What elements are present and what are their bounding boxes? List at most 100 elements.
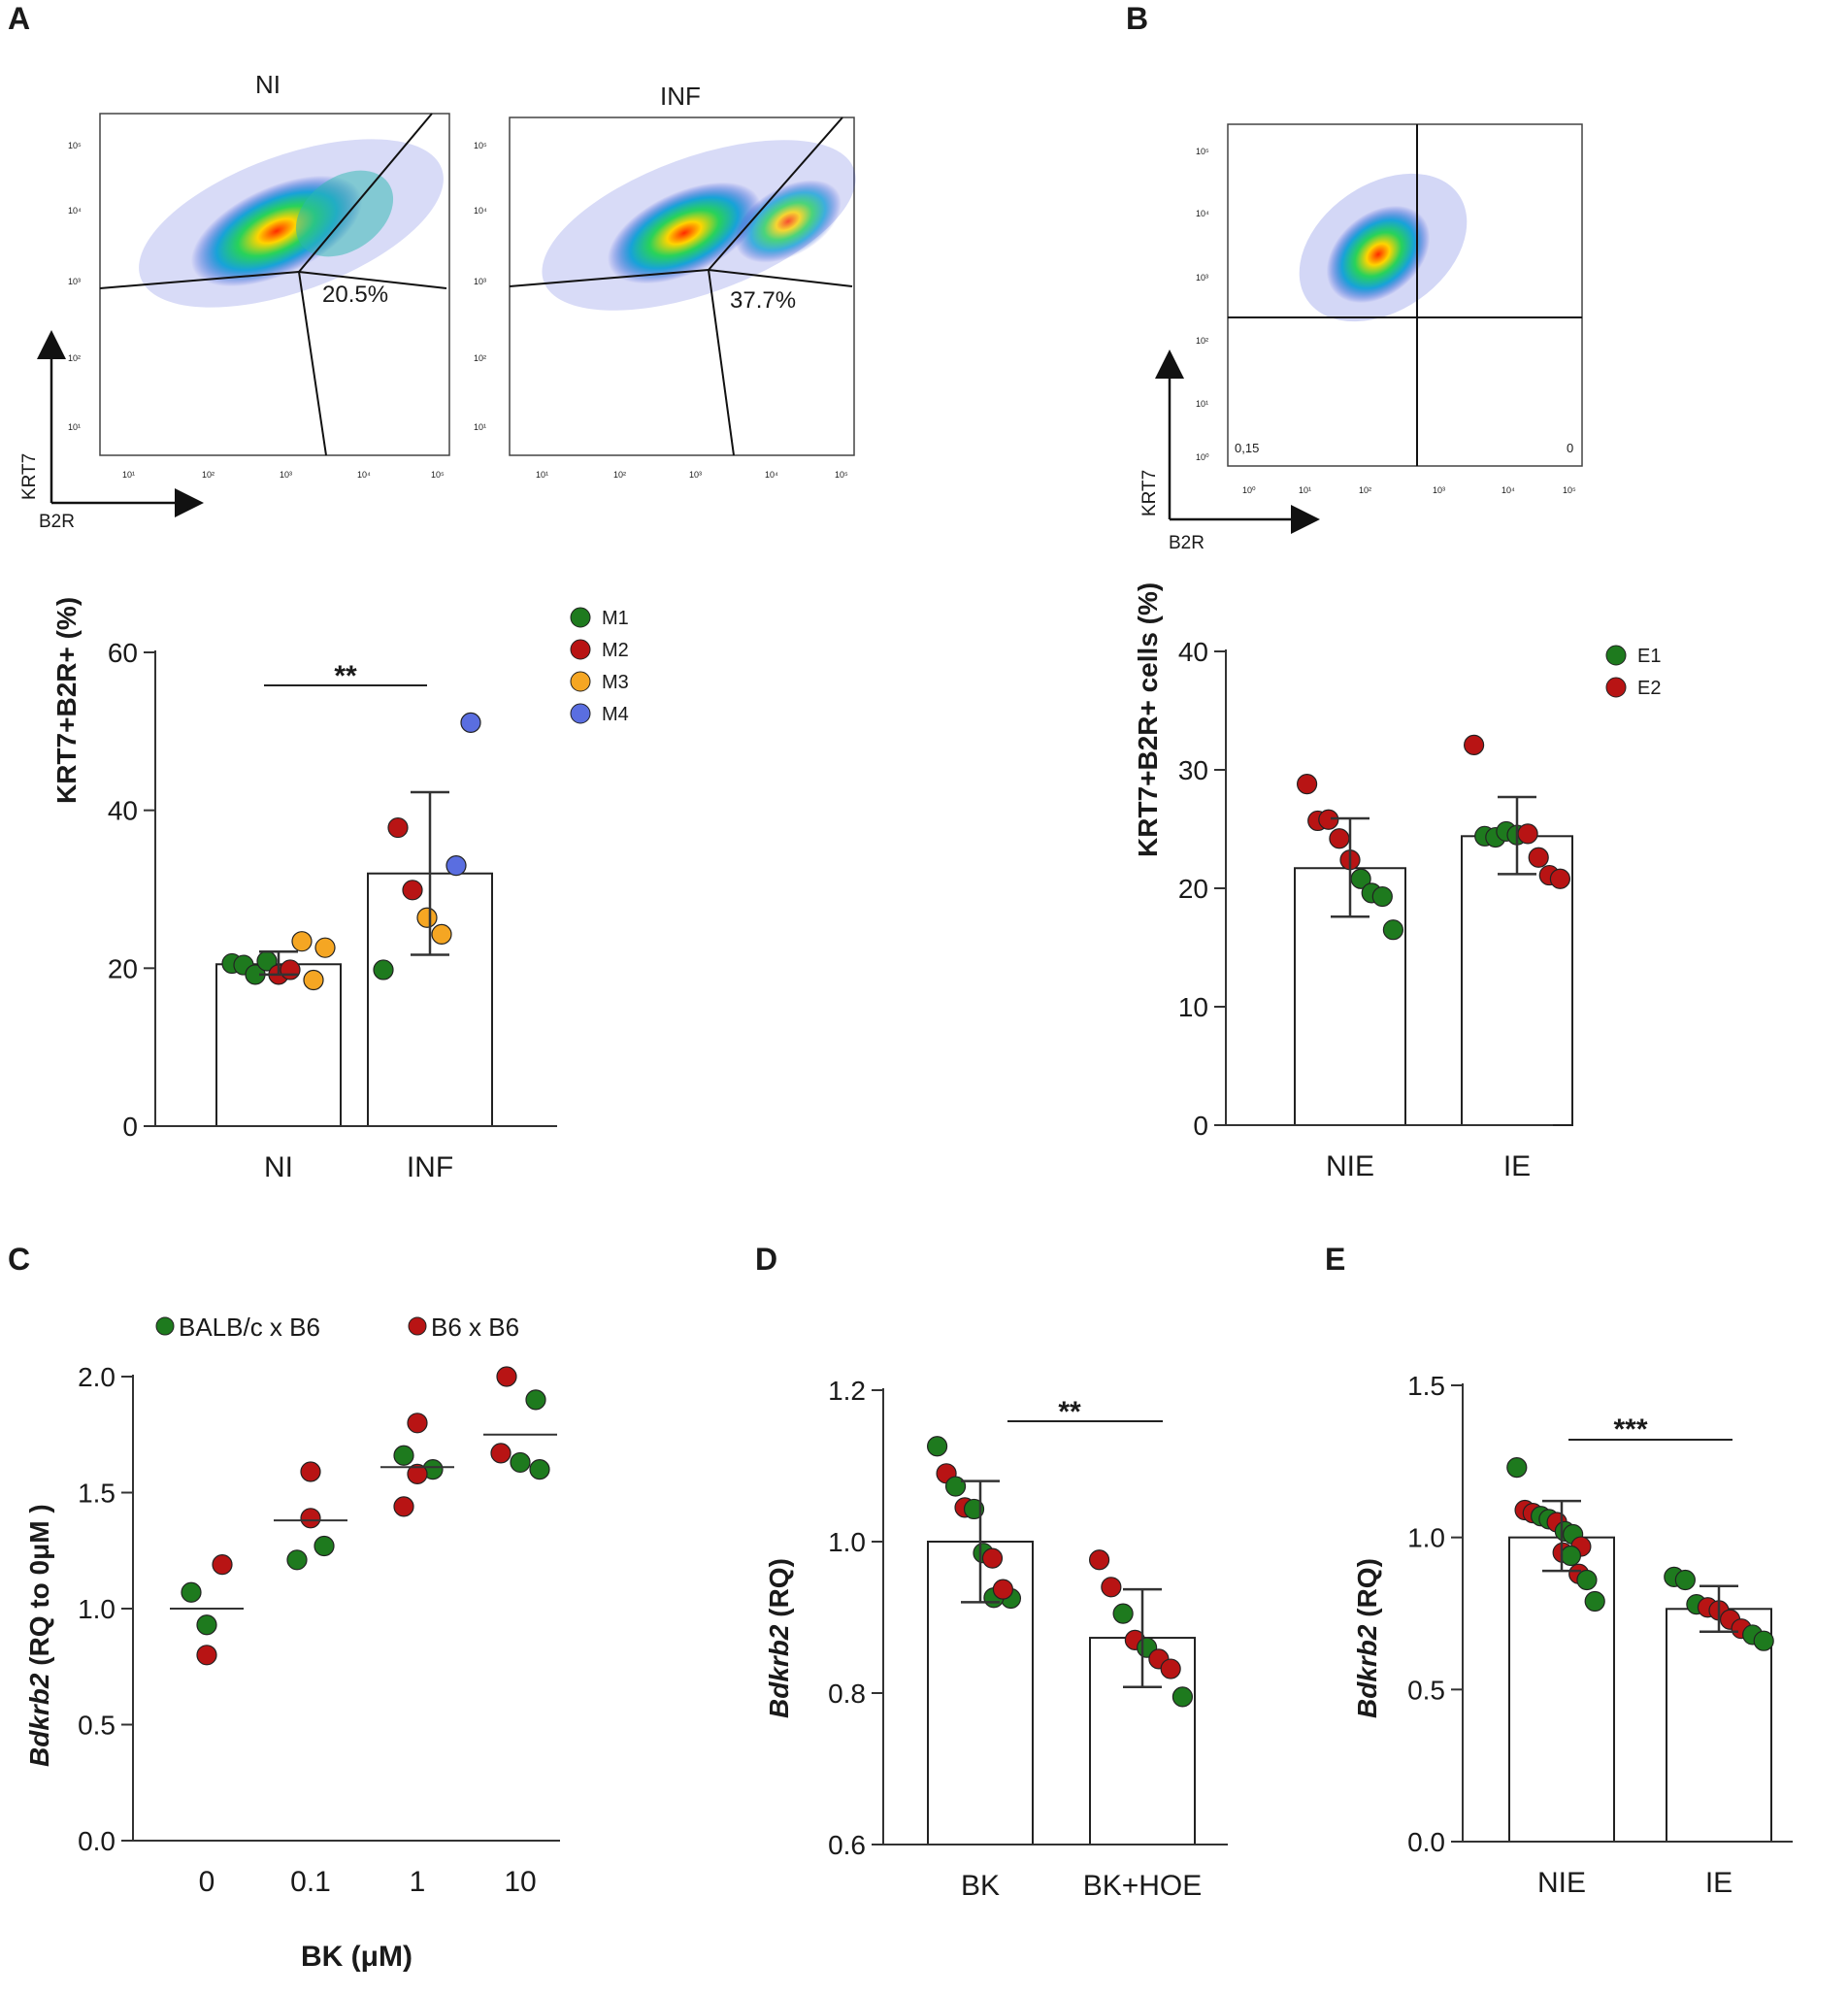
y-tick-label: 0.5 — [78, 1711, 116, 1741]
legend-marker — [155, 1316, 175, 1336]
legend-marker — [1605, 677, 1627, 698]
data-point — [280, 959, 301, 981]
y-tick-label: 0 — [122, 1112, 138, 1142]
data-point — [525, 1389, 546, 1411]
data-point — [1549, 868, 1571, 889]
y-tick-label: 1.2 — [828, 1376, 866, 1406]
gate-percent-ni: 20.5% — [322, 282, 388, 308]
flow-xtick: 10⁵ — [431, 470, 445, 480]
x-category-label: INF — [407, 1151, 453, 1183]
data-point — [1160, 1658, 1181, 1679]
flow-quadrant-lines-b — [1228, 124, 1582, 466]
legend-marker — [1605, 645, 1627, 666]
x-category-label: IE — [1705, 1867, 1732, 1899]
legend-label: B6 x B6 — [431, 1313, 519, 1342]
y-axis-label-d: Bdkrb2 (RQ) — [764, 1558, 794, 1718]
x-category-label: NIE — [1537, 1867, 1586, 1899]
flow-ytick: 10⁴ — [1196, 209, 1209, 218]
y-axis-label-b: KRT7+B2R+ cells (%) — [1133, 582, 1163, 857]
data-point — [303, 969, 324, 991]
panel-letter-e: E — [1325, 1242, 1345, 1277]
legend-marker — [570, 607, 591, 628]
data-point — [926, 1436, 948, 1457]
legend-label: M2 — [602, 640, 629, 661]
data-point — [416, 907, 438, 928]
flow-title-ni: NI — [255, 70, 280, 99]
legend-label: E1 — [1637, 646, 1661, 667]
significance-stars: ** — [1058, 1396, 1081, 1428]
flow-ylabel-a: KRT7 — [19, 453, 40, 500]
y-tick-label: 20 — [108, 953, 138, 983]
dot-plot-c: Bdkrb2 (RQ to 0μM ) BK (μM) 0.0 0.5 1.0 1.5… — [24, 1313, 560, 1973]
flow-ytick: 10⁵ — [1196, 147, 1209, 156]
flow-ytick: 10² — [68, 353, 81, 363]
flow-gates-inf — [509, 116, 853, 456]
data-point — [196, 1614, 217, 1636]
y-tick-label: 0.6 — [828, 1830, 866, 1860]
x-category-label: BK+HOE — [1083, 1870, 1203, 1902]
legend-marker — [570, 703, 591, 724]
y-axis-label-e: Bdkrb2 (RQ) — [1352, 1558, 1382, 1718]
data-point — [1528, 847, 1549, 868]
data-point — [529, 1458, 550, 1480]
data-point — [373, 959, 394, 981]
y-tick-label: 0 — [1193, 1111, 1208, 1141]
flow-xtick: 10³ — [280, 470, 292, 480]
y-tick-label: 0.5 — [1407, 1675, 1445, 1705]
data-point — [1584, 1590, 1605, 1613]
flow-ytick: 10⁴ — [474, 206, 487, 216]
data-point — [1172, 1686, 1194, 1708]
data-point — [1506, 1456, 1528, 1479]
bar-nie — [1508, 1536, 1615, 1843]
data-point — [300, 1508, 321, 1529]
data-point — [460, 712, 481, 733]
flow-gates-ni — [99, 113, 447, 456]
flow-xtick: 10² — [613, 470, 626, 480]
data-point — [402, 880, 423, 901]
x-category-label: NIE — [1326, 1150, 1374, 1182]
flow-y-ticks-inf: 10⁵ 10⁴ 10³ 10² 10¹ — [474, 141, 487, 432]
flow-x-ticks-inf: 10¹ 10² 10³ 10⁴ 10⁵ — [536, 470, 848, 480]
y-tick-label: 10 — [1178, 992, 1208, 1022]
significance-stars: ** — [334, 660, 357, 692]
bar-ni — [215, 963, 342, 1127]
flow-ytick: 10¹ — [68, 422, 81, 432]
legend-marker — [408, 1316, 427, 1336]
flow-xtick: 10³ — [1433, 485, 1445, 495]
data-point — [407, 1463, 428, 1484]
data-point — [407, 1413, 428, 1434]
data-point — [496, 1366, 517, 1387]
gate-percent-inf: 37.7% — [730, 287, 796, 314]
data-point — [963, 1498, 985, 1520]
flow-xtick: 10⁴ — [357, 470, 371, 480]
bar-chart-d: Bdkrb2 (RQ) 0.6 0.8 1.0 1.2 ** BK BK+HOE — [764, 1376, 1228, 1902]
x-category-label: BK — [961, 1870, 1000, 1902]
data-point — [510, 1451, 531, 1474]
flow-title-inf: INF — [660, 82, 701, 111]
y-tick-label: 40 — [108, 796, 138, 826]
data-point — [992, 1579, 1014, 1600]
y-axis-label-a: KRT7+B2R+ (%) — [51, 597, 82, 804]
x-axis-label-c: BK (μM) — [301, 1941, 412, 1973]
flow-xtick: 10¹ — [1299, 485, 1311, 495]
flow-ytick: 10³ — [474, 277, 486, 286]
flow-scatter-cloud-b — [1299, 173, 1468, 322]
legend-marker — [570, 671, 591, 692]
data-point — [1382, 919, 1404, 941]
flow-y-ticks-b: 10⁵ 10⁴ 10³ 10² 10¹ 10⁰ — [1196, 147, 1209, 462]
x-category-label: 1 — [410, 1866, 426, 1898]
x-category-label: 0 — [199, 1866, 215, 1898]
data-point — [181, 1581, 202, 1603]
flow-frame-b — [1227, 123, 1583, 467]
y-axis-label-c: Bdkrb2 (RQ to 0μM ) — [24, 1504, 54, 1767]
data-point — [1101, 1577, 1122, 1598]
significance-stars: *** — [1613, 1413, 1647, 1446]
data-point — [1463, 734, 1485, 755]
legend-label: E2 — [1637, 678, 1661, 699]
data-point — [1371, 885, 1393, 908]
data-point — [196, 1645, 217, 1666]
data-point — [387, 816, 409, 839]
flow-ytick: 10¹ — [474, 422, 486, 432]
flow-xlabel-b: B2R — [1169, 533, 1204, 553]
